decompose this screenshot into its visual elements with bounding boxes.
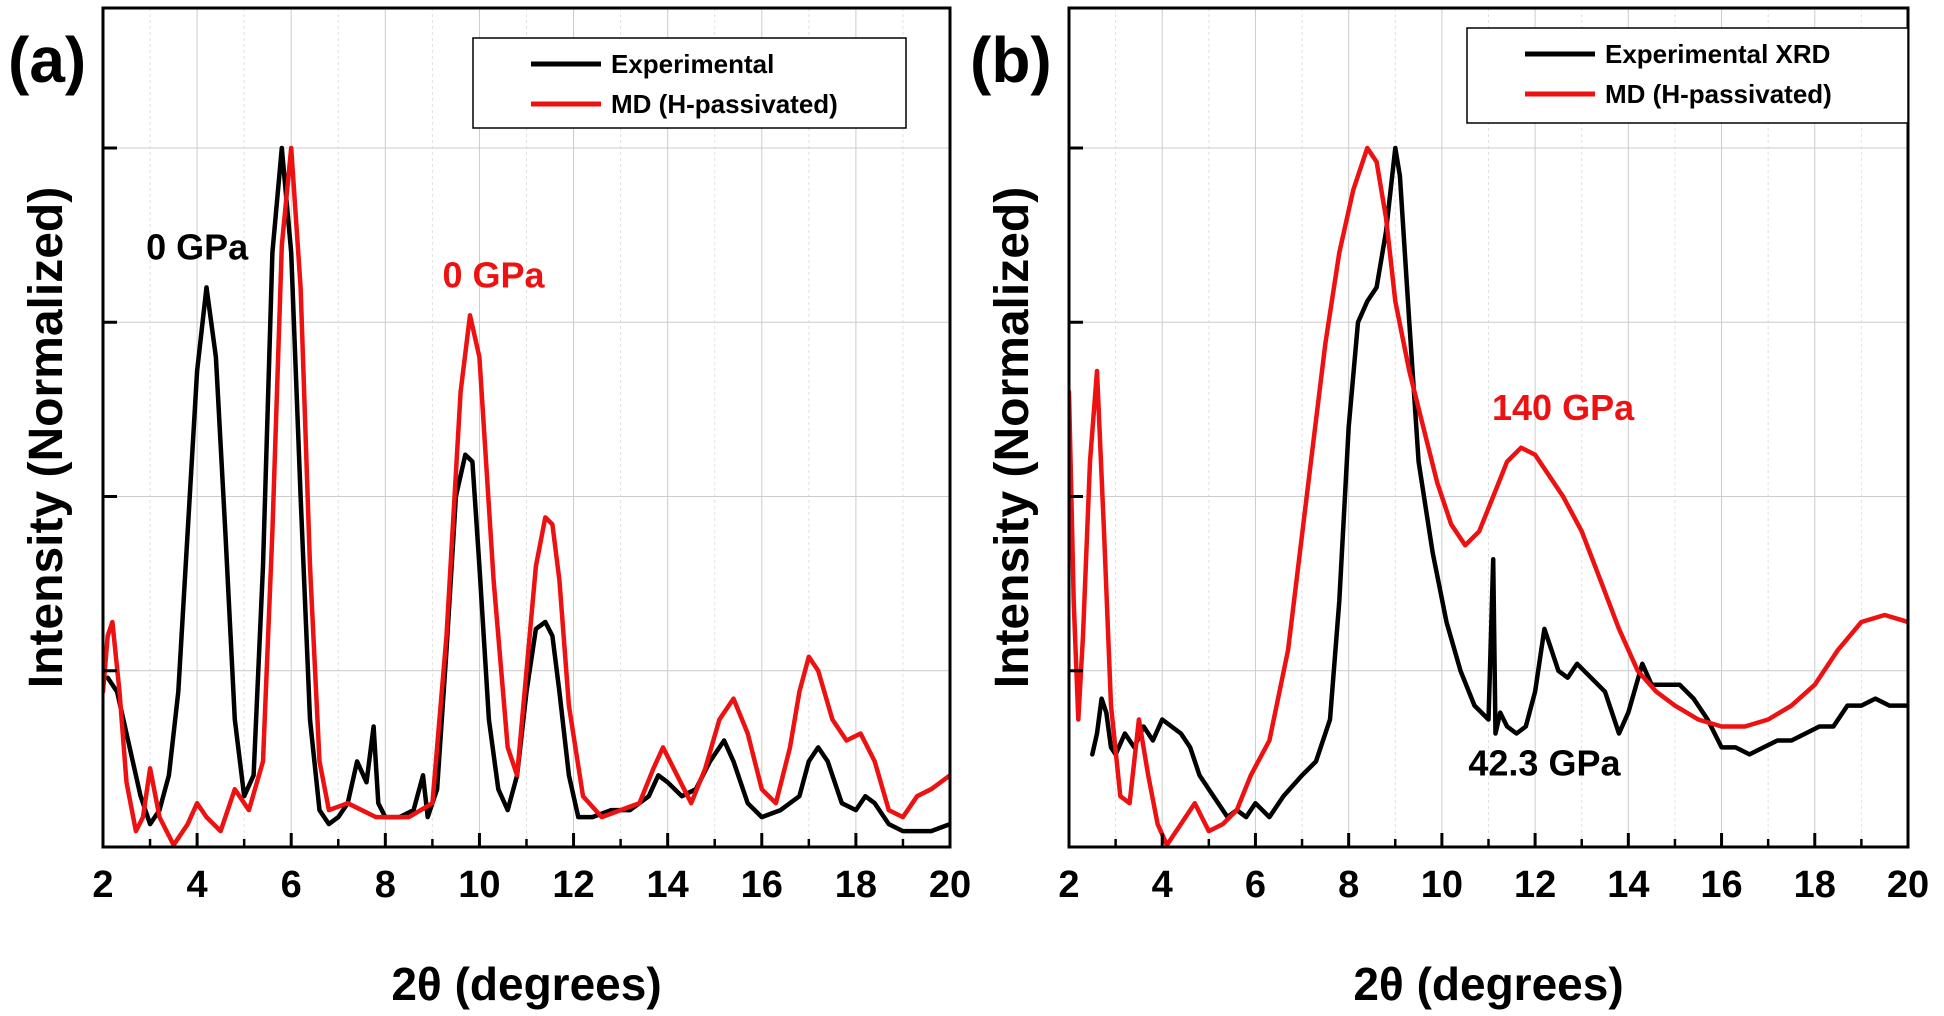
x-tick-label: 2 <box>92 864 113 906</box>
x-tick-label: 16 <box>1700 864 1742 906</box>
panel-label: (a) <box>8 24 86 96</box>
series-line-md <box>103 145 950 847</box>
series-line-experimental <box>1090 145 1908 820</box>
y-axis-label: Intensity (Normalized) <box>20 187 73 688</box>
x-tick-label: 4 <box>1152 864 1173 906</box>
x-tick-label: 20 <box>1887 864 1929 906</box>
panel-label: (b) <box>970 24 1052 96</box>
legend: Experimental XRD MD (H-passivated) <box>1466 27 1909 124</box>
x-axis-label: 2θ (degrees) <box>1353 958 1623 1010</box>
legend-label: Experimental XRD <box>1605 39 1830 69</box>
legend-box <box>1466 27 1909 124</box>
x-tick-label: 10 <box>1421 864 1463 906</box>
x-tick-label: 12 <box>1514 864 1556 906</box>
x-tick-label: 2 <box>1058 864 1079 906</box>
legend-label: MD (H-passivated) <box>1605 79 1832 109</box>
legend-label: MD (H-passivated) <box>611 89 838 119</box>
x-tick-label: 14 <box>647 864 689 906</box>
plot-frame <box>101 6 952 849</box>
legend-box <box>472 37 907 129</box>
annotation-label: 0 GPa <box>146 227 249 268</box>
y-axis-label: Intensity (Normalized) <box>986 187 1039 688</box>
panel-a: 2 4 6 8 10 12 14 16 18 20 2θ (degrees) Intensity (N… <box>8 6 971 1010</box>
series-line-experimental <box>105 145 950 834</box>
annotation-label: 42.3 GPa <box>1468 742 1621 783</box>
x-tick-label: 6 <box>1245 864 1266 906</box>
x-tick-label: 8 <box>1338 864 1359 906</box>
x-tick-label: 16 <box>741 864 783 906</box>
x-tick-label: 10 <box>458 864 500 906</box>
x-tick-label: 18 <box>835 864 877 906</box>
x-tick-label: 6 <box>281 864 302 906</box>
x-tick-label: 4 <box>187 864 208 906</box>
legend-label: Experimental <box>611 49 774 79</box>
panel-b: 2 4 6 8 10 12 14 16 18 20 2θ (degrees) Intensity (N… <box>970 6 1929 1010</box>
x-tick-label: 20 <box>929 864 971 906</box>
annotation-label: 0 GPa <box>443 254 546 295</box>
legend: Experimental MD (H-passivated) <box>472 37 907 129</box>
x-tick-label: 8 <box>375 864 396 906</box>
x-tick-label: 12 <box>552 864 594 906</box>
series-line-md <box>1069 145 1908 847</box>
x-tick-label: 14 <box>1607 864 1649 906</box>
x-axis-label: 2θ (degrees) <box>391 958 661 1010</box>
annotation-label: 140 GPa <box>1492 387 1635 428</box>
x-tick-label: 18 <box>1794 864 1836 906</box>
